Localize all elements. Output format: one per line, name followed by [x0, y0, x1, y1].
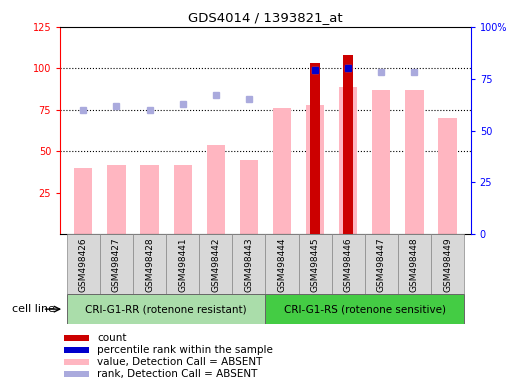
Bar [64, 359, 89, 365]
Text: GSM498442: GSM498442 [211, 237, 220, 292]
Bar [74, 168, 93, 234]
Bar [207, 145, 225, 234]
Bar [306, 105, 324, 234]
Text: rank, Detection Call = ABSENT: rank, Detection Call = ABSENT [97, 369, 257, 379]
Text: GSM498428: GSM498428 [145, 237, 154, 292]
Bar [438, 118, 457, 234]
Text: GSM498449: GSM498449 [443, 237, 452, 292]
Bar [365, 234, 398, 294]
Bar [133, 234, 166, 294]
Text: GSM498441: GSM498441 [178, 237, 187, 292]
Bar [431, 234, 464, 294]
Title: GDS4014 / 1393821_at: GDS4014 / 1393821_at [188, 11, 343, 24]
Bar [100, 234, 133, 294]
Text: percentile rank within the sample: percentile rank within the sample [97, 345, 273, 355]
Text: CRI-G1-RR (rotenone resistant): CRI-G1-RR (rotenone resistant) [85, 304, 247, 314]
Bar [64, 347, 89, 353]
Bar [174, 165, 192, 234]
Bar [266, 294, 464, 324]
Bar [64, 371, 89, 377]
Bar [67, 234, 100, 294]
Bar [232, 234, 266, 294]
Text: CRI-G1-RS (rotenone sensitive): CRI-G1-RS (rotenone sensitive) [284, 304, 446, 314]
Text: cell line: cell line [12, 304, 55, 314]
Bar [166, 234, 199, 294]
Text: GSM498446: GSM498446 [344, 237, 353, 292]
Bar [266, 234, 299, 294]
Bar [372, 90, 390, 234]
Bar [273, 108, 291, 234]
Bar [405, 90, 424, 234]
Text: count: count [97, 333, 127, 343]
Bar [339, 87, 357, 234]
Bar [199, 234, 232, 294]
Bar [67, 294, 266, 324]
Bar [141, 165, 158, 234]
Bar [64, 335, 89, 341]
Text: GSM498447: GSM498447 [377, 237, 386, 292]
Text: GSM498445: GSM498445 [311, 237, 320, 292]
Text: value, Detection Call = ABSENT: value, Detection Call = ABSENT [97, 357, 263, 367]
Text: GSM498448: GSM498448 [410, 237, 419, 292]
Bar [299, 234, 332, 294]
Text: GSM498444: GSM498444 [278, 237, 287, 292]
Text: GSM498427: GSM498427 [112, 237, 121, 292]
Bar [107, 165, 126, 234]
Bar [310, 63, 320, 234]
Bar [343, 55, 353, 234]
Text: GSM498443: GSM498443 [244, 237, 253, 292]
Text: GSM498426: GSM498426 [79, 237, 88, 292]
Bar [398, 234, 431, 294]
Bar [240, 160, 258, 234]
Bar [332, 234, 365, 294]
